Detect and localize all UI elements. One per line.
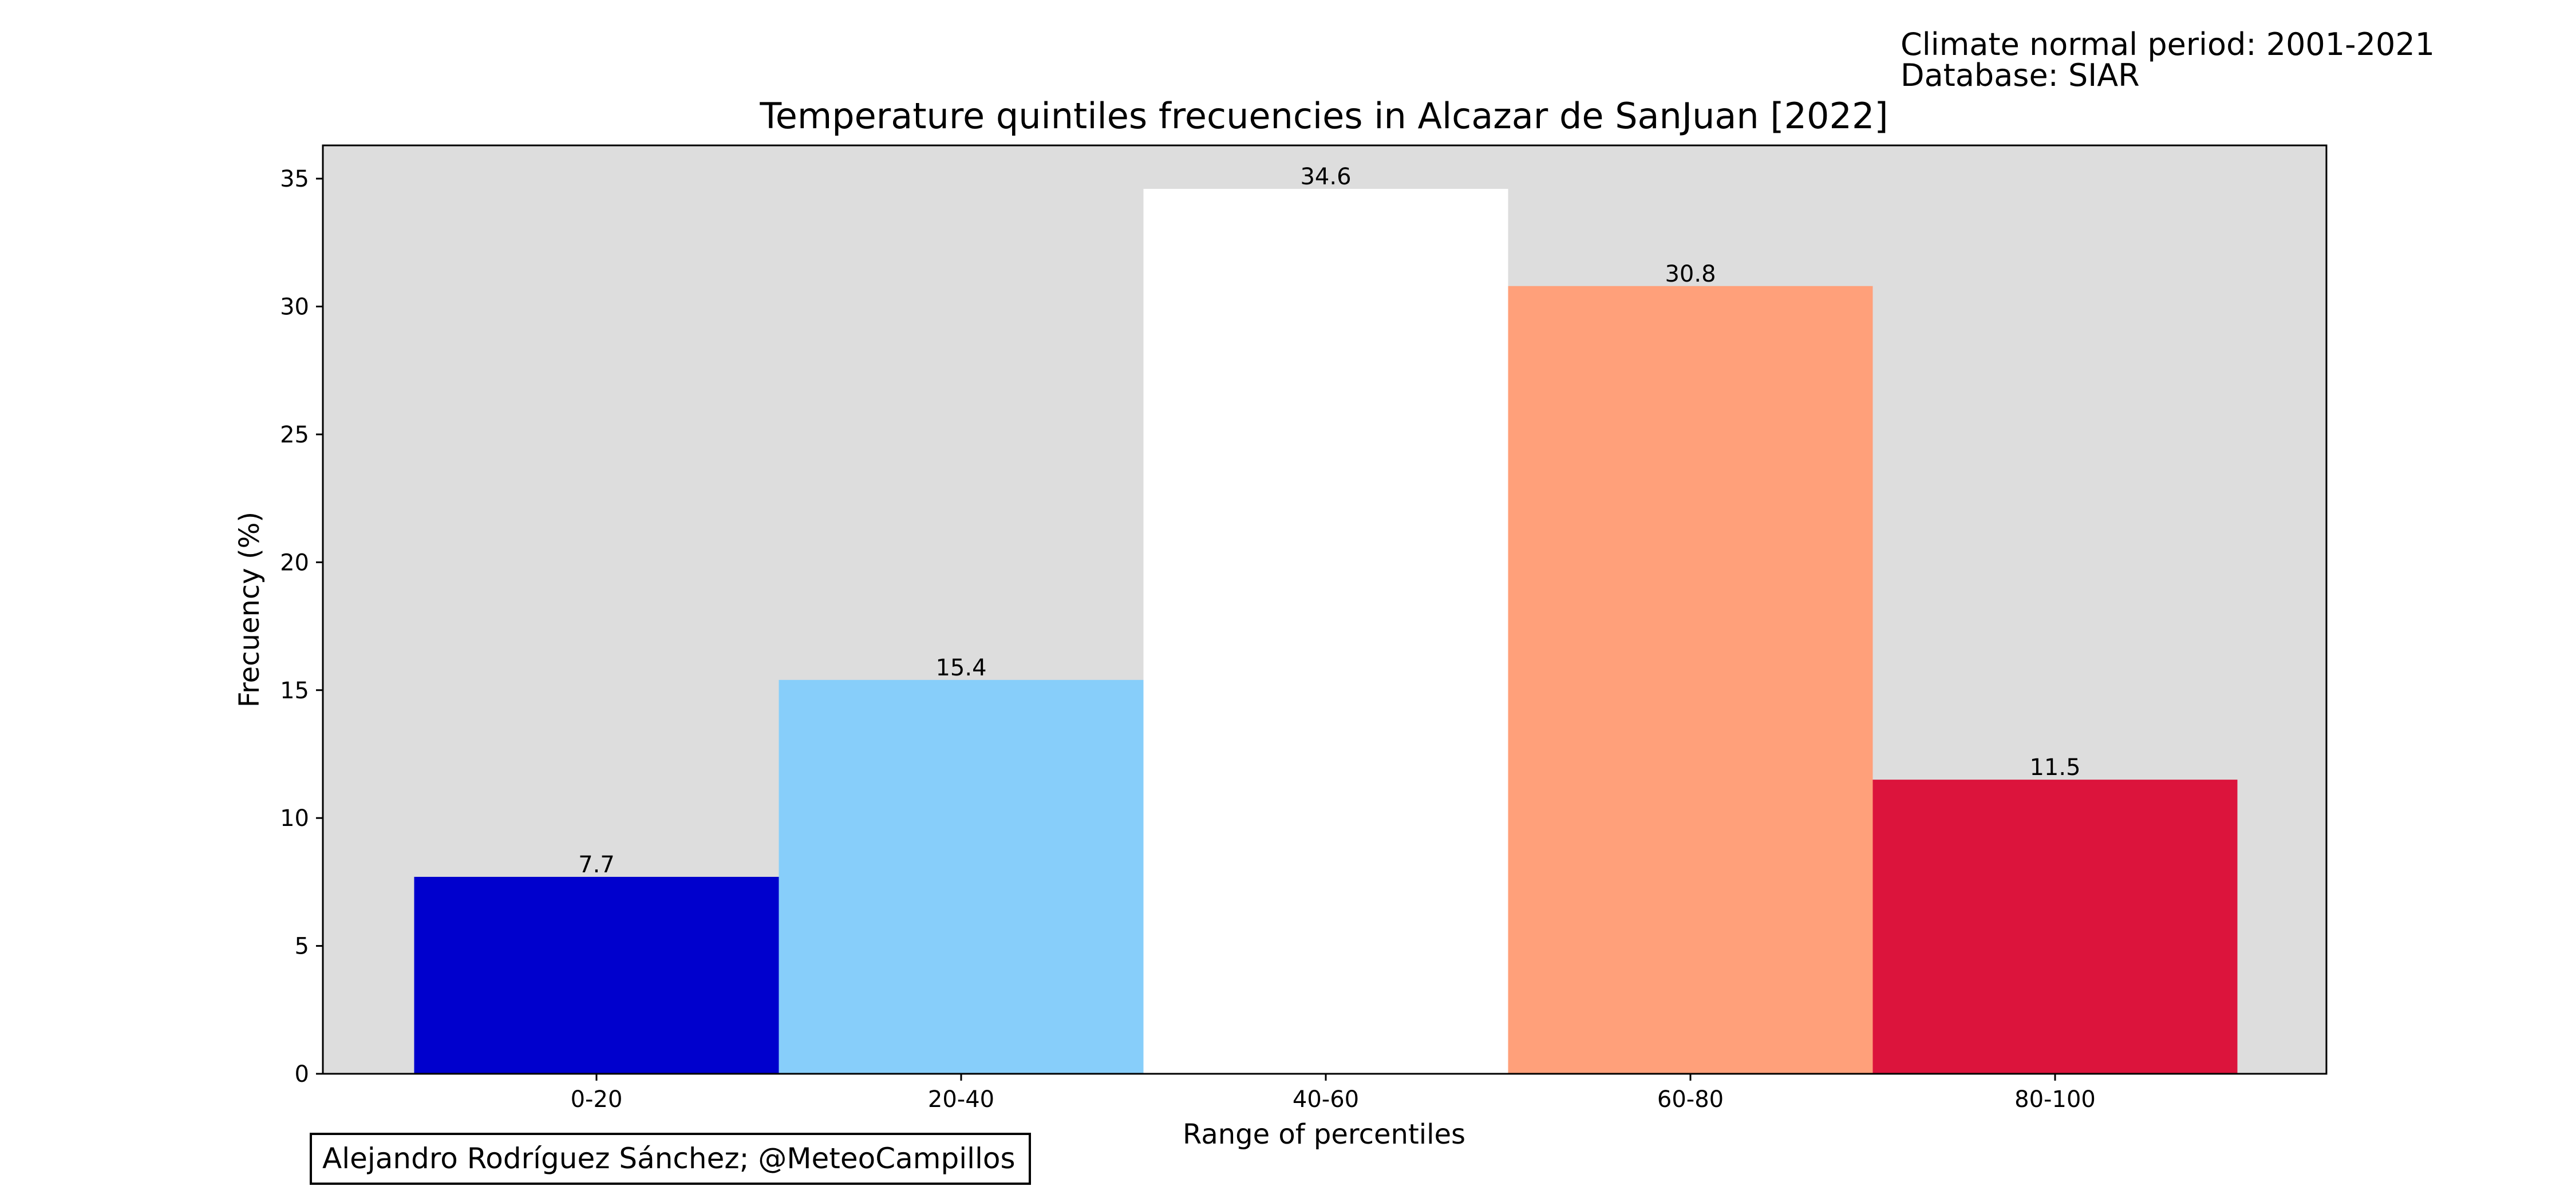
x-tick-label-20-40: 20-40 bbox=[928, 1086, 994, 1113]
x-tick-label-40-60: 40-60 bbox=[1293, 1086, 1359, 1113]
y-tick-label-20: 20 bbox=[280, 549, 309, 576]
y-tick-label-35: 35 bbox=[280, 166, 309, 192]
bar-0-20 bbox=[414, 876, 779, 1074]
bars-group bbox=[414, 188, 2238, 1074]
credit-text: Alejandro Rodríguez Sánchez; @MeteoCampi… bbox=[322, 1142, 1016, 1175]
x-tick-label-80-100: 80-100 bbox=[2014, 1086, 2096, 1113]
y-tick-label-30: 30 bbox=[280, 294, 309, 321]
data-labels-group: 7.7 15.4 34.6 30.8 11.5 bbox=[578, 164, 2080, 878]
bar-20-40 bbox=[779, 679, 1144, 1074]
y-tick-label-15: 15 bbox=[280, 678, 309, 704]
y-tick-label-5: 5 bbox=[295, 934, 309, 960]
plot-frame bbox=[322, 144, 2328, 1075]
x-tick-label-0-20: 0-20 bbox=[571, 1086, 623, 1113]
y-axis-title: Frecuency (%) bbox=[234, 512, 266, 707]
bar-40-60 bbox=[1143, 188, 1508, 1074]
data-label-40-60: 34.6 bbox=[1300, 164, 1351, 190]
bar-80-100 bbox=[1872, 780, 2238, 1074]
x-tick-label-60-80: 60-80 bbox=[1657, 1086, 1724, 1113]
bar-60-80 bbox=[1508, 286, 1873, 1074]
x-axis-title: Range of percentiles bbox=[1183, 1118, 1465, 1150]
x-axis: 0-20 20-40 40-60 60-80 80-100 bbox=[571, 1074, 2096, 1113]
credit-box bbox=[310, 1133, 1031, 1185]
y-tick-label-10: 10 bbox=[280, 805, 309, 832]
database-text: Database: SIAR bbox=[1901, 57, 2140, 93]
data-label-60-80: 30.8 bbox=[1665, 261, 1716, 287]
y-tick-label-0: 0 bbox=[295, 1061, 309, 1088]
climate-period-text: Climate normal period: 2001-2021 bbox=[1901, 26, 2435, 62]
data-label-0-20: 7.7 bbox=[578, 852, 615, 878]
y-axis: 0 5 10 15 20 25 30 35 bbox=[280, 166, 323, 1088]
data-label-20-40: 15.4 bbox=[935, 655, 986, 681]
y-tick-label-25: 25 bbox=[280, 422, 309, 448]
chart-title: Temperature quintiles frecuencies in Alc… bbox=[759, 95, 1888, 137]
data-label-80-100: 11.5 bbox=[2029, 754, 2080, 781]
